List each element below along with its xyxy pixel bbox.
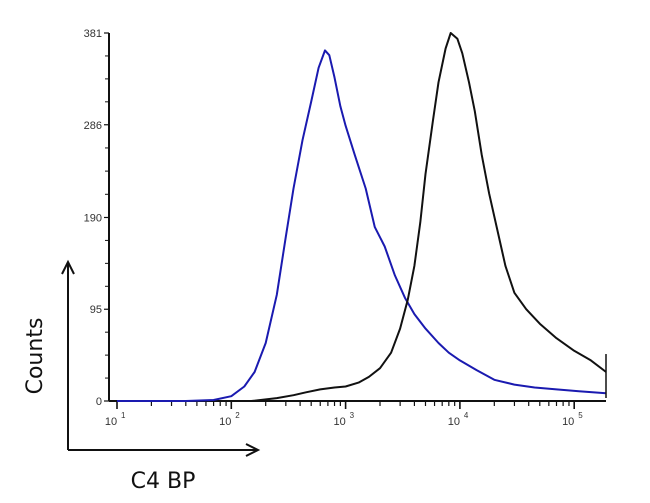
y-tick-label: 381 xyxy=(84,28,102,40)
plot-area: 0 95 190 286 381 10 1 10 2 10 3 10 4 10 5 xyxy=(84,28,607,428)
blue-histogram-line xyxy=(117,49,607,402)
y-tick-label: 190 xyxy=(84,212,102,224)
x-tick-exponent: 2 xyxy=(235,411,240,420)
y-axis-label: Counts xyxy=(23,318,48,395)
x-tick-exponent: 5 xyxy=(578,411,583,420)
x-tick-label: 10 xyxy=(219,416,231,428)
c4bp-arrow xyxy=(68,443,261,457)
series-layer xyxy=(117,32,607,402)
x-tick-label: 10 xyxy=(105,416,117,428)
x-ticks: 10 1 10 2 10 3 10 4 10 5 xyxy=(105,401,583,428)
y-ticks: 0 95 190 286 381 xyxy=(84,28,109,408)
x-tick-exponent: 1 xyxy=(121,411,126,420)
y-tick-label: 286 xyxy=(84,120,102,132)
x-axis-label: C4 BP xyxy=(131,469,196,494)
x-tick-label: 10 xyxy=(448,416,460,428)
x-tick-label: 10 xyxy=(562,416,574,428)
x-tick-exponent: 4 xyxy=(464,411,469,420)
x-tick-label: 10 xyxy=(333,416,345,428)
y-tick-label: 95 xyxy=(90,304,102,316)
black-histogram-line xyxy=(251,32,607,402)
x-tick-exponent: 3 xyxy=(350,411,355,420)
y-tick-label: 0 xyxy=(96,396,102,408)
counts-arrow xyxy=(61,259,75,450)
